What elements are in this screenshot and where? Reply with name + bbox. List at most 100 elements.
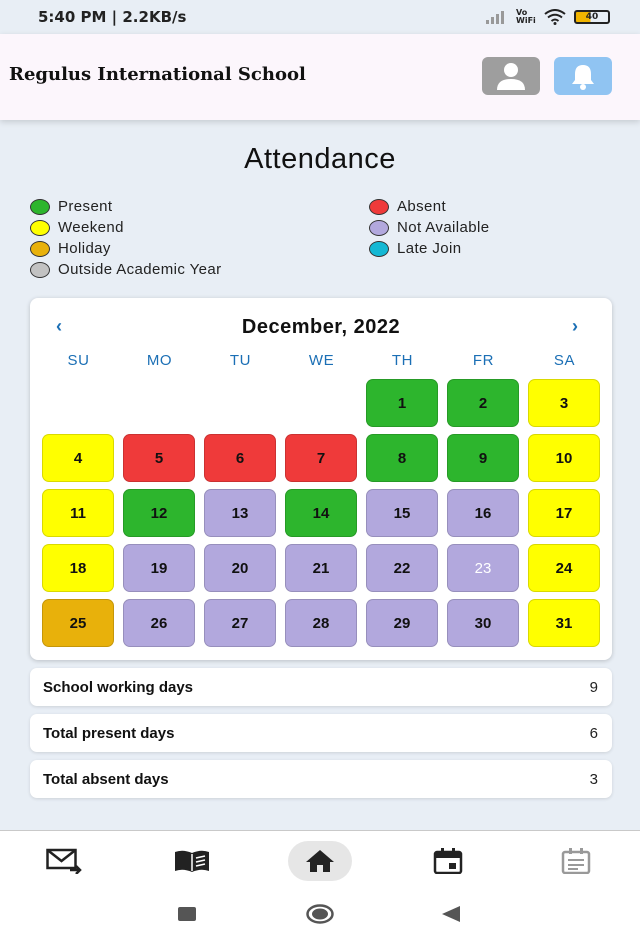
legend-label: Absent	[397, 198, 447, 215]
next-month-button[interactable]: ›	[572, 316, 578, 336]
calendar-day[interactable]: 2	[447, 379, 519, 427]
mail-send-icon	[46, 848, 82, 874]
calendar-day[interactable]: 13	[204, 489, 276, 537]
bottom-nav	[0, 830, 640, 888]
legend-color-dot	[369, 219, 389, 236]
volte-label: Vo WiFi	[516, 8, 536, 25]
legend-label: Holiday	[58, 240, 111, 257]
calendar-empty-cell	[42, 379, 114, 427]
legend-color-dot	[369, 240, 389, 257]
calendar-day[interactable]: 18	[42, 544, 114, 592]
weekday-label: FR	[472, 352, 495, 369]
calendar-day[interactable]: 20	[204, 544, 276, 592]
calendar-day[interactable]: 27	[204, 599, 276, 647]
nav-calendar-button[interactable]	[416, 841, 480, 881]
person-icon	[497, 63, 525, 90]
battery-icon: 40	[574, 10, 610, 24]
legend-item: Outside Academic Year	[30, 261, 222, 278]
legend-color-dot	[30, 261, 50, 278]
calendar-day[interactable]: 30	[447, 599, 519, 647]
battery-level: 40	[585, 12, 599, 22]
calendar-day[interactable]: 8	[366, 434, 438, 482]
weekday-label: TU	[229, 352, 252, 369]
calendar-day[interactable]: 23	[447, 544, 519, 592]
summary-label: Total present days	[43, 724, 175, 742]
legend-label: Late Join	[397, 240, 462, 257]
nav-notes-button[interactable]	[544, 841, 608, 881]
calendar-day[interactable]: 25	[42, 599, 114, 647]
calendar-grid: 1 2 3 4 5 6 7 8 9 10 11 12 13 14 15 16 17 18 19 20 21 22 23 24 2…	[42, 379, 600, 647]
calendar-day[interactable]: 12	[123, 489, 195, 537]
back-icon	[442, 906, 460, 922]
legend-color-dot	[30, 219, 50, 236]
calendar-day[interactable]: 29	[366, 599, 438, 647]
summary-absent-days: Total absent days 3	[30, 760, 612, 798]
calendar-day[interactable]: 7	[285, 434, 357, 482]
school-name: Regulus International School	[9, 64, 306, 85]
calendar-day[interactable]: 11	[42, 489, 114, 537]
weekday-label: MO	[146, 352, 173, 369]
bell-icon	[572, 65, 594, 90]
calendar-day[interactable]: 26	[123, 599, 195, 647]
notifications-button[interactable]	[554, 57, 612, 95]
nav-messages-button[interactable]	[32, 841, 96, 881]
legend-item: Present	[30, 198, 113, 215]
calendar-day[interactable]: 9	[447, 434, 519, 482]
calendar-day[interactable]: 24	[528, 544, 600, 592]
legend-item: Not Available	[369, 219, 489, 236]
legend-color-dot	[30, 240, 50, 257]
nav-home-button[interactable]	[288, 841, 352, 881]
calendar-day[interactable]: 19	[123, 544, 195, 592]
calendar-day[interactable]: 17	[528, 489, 600, 537]
recents-icon	[178, 907, 196, 921]
calendar-day[interactable]: 6	[204, 434, 276, 482]
calendar-day[interactable]: 3	[528, 379, 600, 427]
calendar-empty-cell	[285, 379, 357, 427]
legend-item: Absent	[369, 198, 446, 215]
legend-item: Late Join	[369, 240, 461, 257]
prev-month-button[interactable]: ‹	[56, 316, 62, 336]
recents-button[interactable]	[178, 907, 196, 921]
calendar-day[interactable]: 28	[285, 599, 357, 647]
home-icon	[306, 850, 334, 872]
nav-homework-button[interactable]	[160, 841, 224, 881]
legend-label: Not Available	[397, 219, 490, 236]
system-home-button[interactable]	[306, 904, 334, 924]
system-nav-bar	[0, 888, 640, 940]
calendar-icon	[433, 848, 463, 874]
notes-icon	[561, 848, 591, 874]
calendar-day[interactable]: 14	[285, 489, 357, 537]
legend-color-dot	[369, 198, 389, 215]
summary-value: 9	[589, 678, 598, 696]
wifi-icon	[544, 9, 566, 25]
summary-value: 3	[589, 770, 598, 788]
calendar-day[interactable]: 31	[528, 599, 600, 647]
legend-color-dot	[30, 198, 50, 215]
calendar-day[interactable]: 10	[528, 434, 600, 482]
app-header: Regulus International School	[0, 34, 640, 120]
calendar-day[interactable]: 22	[366, 544, 438, 592]
legend-label: Weekend	[58, 219, 124, 236]
signal-icon	[486, 11, 504, 24]
calendar-day[interactable]: 4	[42, 434, 114, 482]
weekday-label: SU	[67, 352, 90, 369]
back-button[interactable]	[442, 906, 460, 922]
summary-label: Total absent days	[43, 770, 169, 788]
calendar-day[interactable]: 5	[123, 434, 195, 482]
page-title: Attendance	[244, 143, 396, 175]
calendar-day[interactable]: 15	[366, 489, 438, 537]
calendar-day[interactable]: 16	[447, 489, 519, 537]
status-bar: 5:40 PM | 2.2KB/s Vo WiFi 40	[0, 0, 640, 34]
summary-working-days: School working days 9	[30, 668, 612, 706]
weekday-header: SU MO TU WE TH FR SA	[38, 352, 604, 369]
weekday-label: TH	[391, 352, 414, 369]
status-icons: Vo WiFi 40	[486, 9, 610, 25]
calendar-day[interactable]: 21	[285, 544, 357, 592]
status-time: 5:40 PM | 2.2KB/s	[38, 8, 187, 26]
calendar-day[interactable]: 1	[366, 379, 438, 427]
book-icon	[175, 850, 209, 872]
profile-button[interactable]	[482, 57, 540, 95]
legend-item: Holiday	[30, 240, 111, 257]
legend-label: Outside Academic Year	[58, 261, 222, 278]
